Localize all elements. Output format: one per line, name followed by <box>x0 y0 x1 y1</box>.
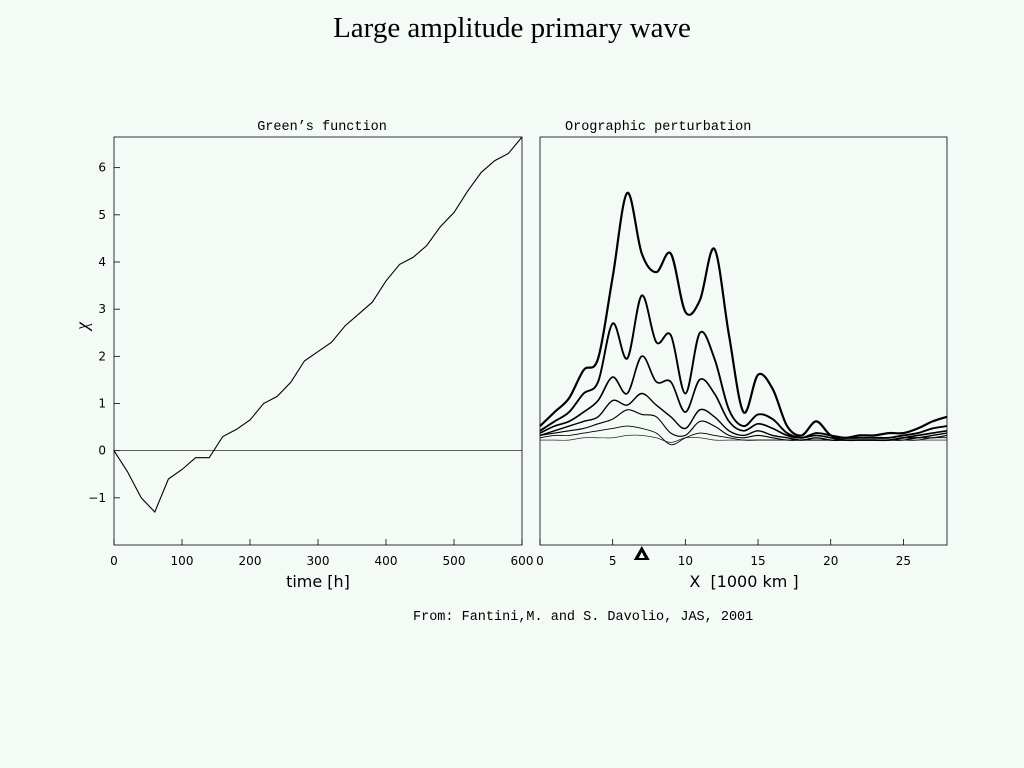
left-y-axis-label: χ <box>72 321 92 332</box>
x-tick-label: 25 <box>896 554 911 568</box>
greens-function-chart: Green’s function 0 100 200 300 400 500 600 −1 0… <box>72 120 533 591</box>
right-x-axis-label: X [1000 km ] <box>689 572 798 591</box>
x-tick-label: 100 <box>171 554 194 568</box>
x-tick-label: 500 <box>443 554 466 568</box>
y-tick-label: 0 <box>98 444 106 458</box>
x-tick-label: 300 <box>307 554 330 568</box>
y-tick-label: 4 <box>98 255 106 269</box>
x-tick-label: 20 <box>823 554 838 568</box>
series-line <box>539 191 948 439</box>
x-tick-label: 0 <box>110 554 118 568</box>
x-tick-label: 10 <box>678 554 693 568</box>
left-x-ticks: 0 100 200 300 400 500 600 <box>110 539 533 568</box>
left-y-ticks: −1 0 1 2 3 4 5 6 <box>88 161 120 505</box>
x-tick-label: 5 <box>609 554 617 568</box>
left-plot-frame <box>113 136 523 546</box>
right-x-ticks: 0 5 10 15 20 25 <box>536 539 911 568</box>
right-plot-frame <box>539 136 948 546</box>
y-tick-label: 2 <box>98 349 106 363</box>
left-chart-title: Green’s function <box>257 120 387 135</box>
x-tick-label: 15 <box>750 554 765 568</box>
left-x-axis-label: time [h] <box>286 572 350 591</box>
series-line <box>539 355 948 442</box>
orographic-perturbation-chart: Orographic perturbation 0 5 10 15 20 25 X [10… <box>536 120 948 591</box>
mountain-marker <box>633 546 650 560</box>
right-chart-title: Orographic perturbation <box>565 120 751 135</box>
x-tick-label: 200 <box>239 554 262 568</box>
series-line <box>113 136 523 513</box>
left-series <box>113 136 523 513</box>
page-title: Large amplitude primary wave <box>333 12 691 44</box>
y-tick-label: 5 <box>98 208 106 222</box>
y-tick-label: 1 <box>98 396 106 410</box>
right-series <box>539 191 948 446</box>
x-tick-label: 600 <box>511 554 534 568</box>
series-line <box>539 294 948 439</box>
mountain-triangle-inner <box>638 552 645 558</box>
y-tick-label: 6 <box>98 161 106 175</box>
y-tick-label: 3 <box>98 302 106 316</box>
y-tick-label: −1 <box>88 491 106 505</box>
x-tick-label: 400 <box>375 554 398 568</box>
source-credit: From: Fantini,M. and S. Davolio, JAS, 20… <box>413 610 754 625</box>
x-tick-label: 0 <box>536 554 544 568</box>
